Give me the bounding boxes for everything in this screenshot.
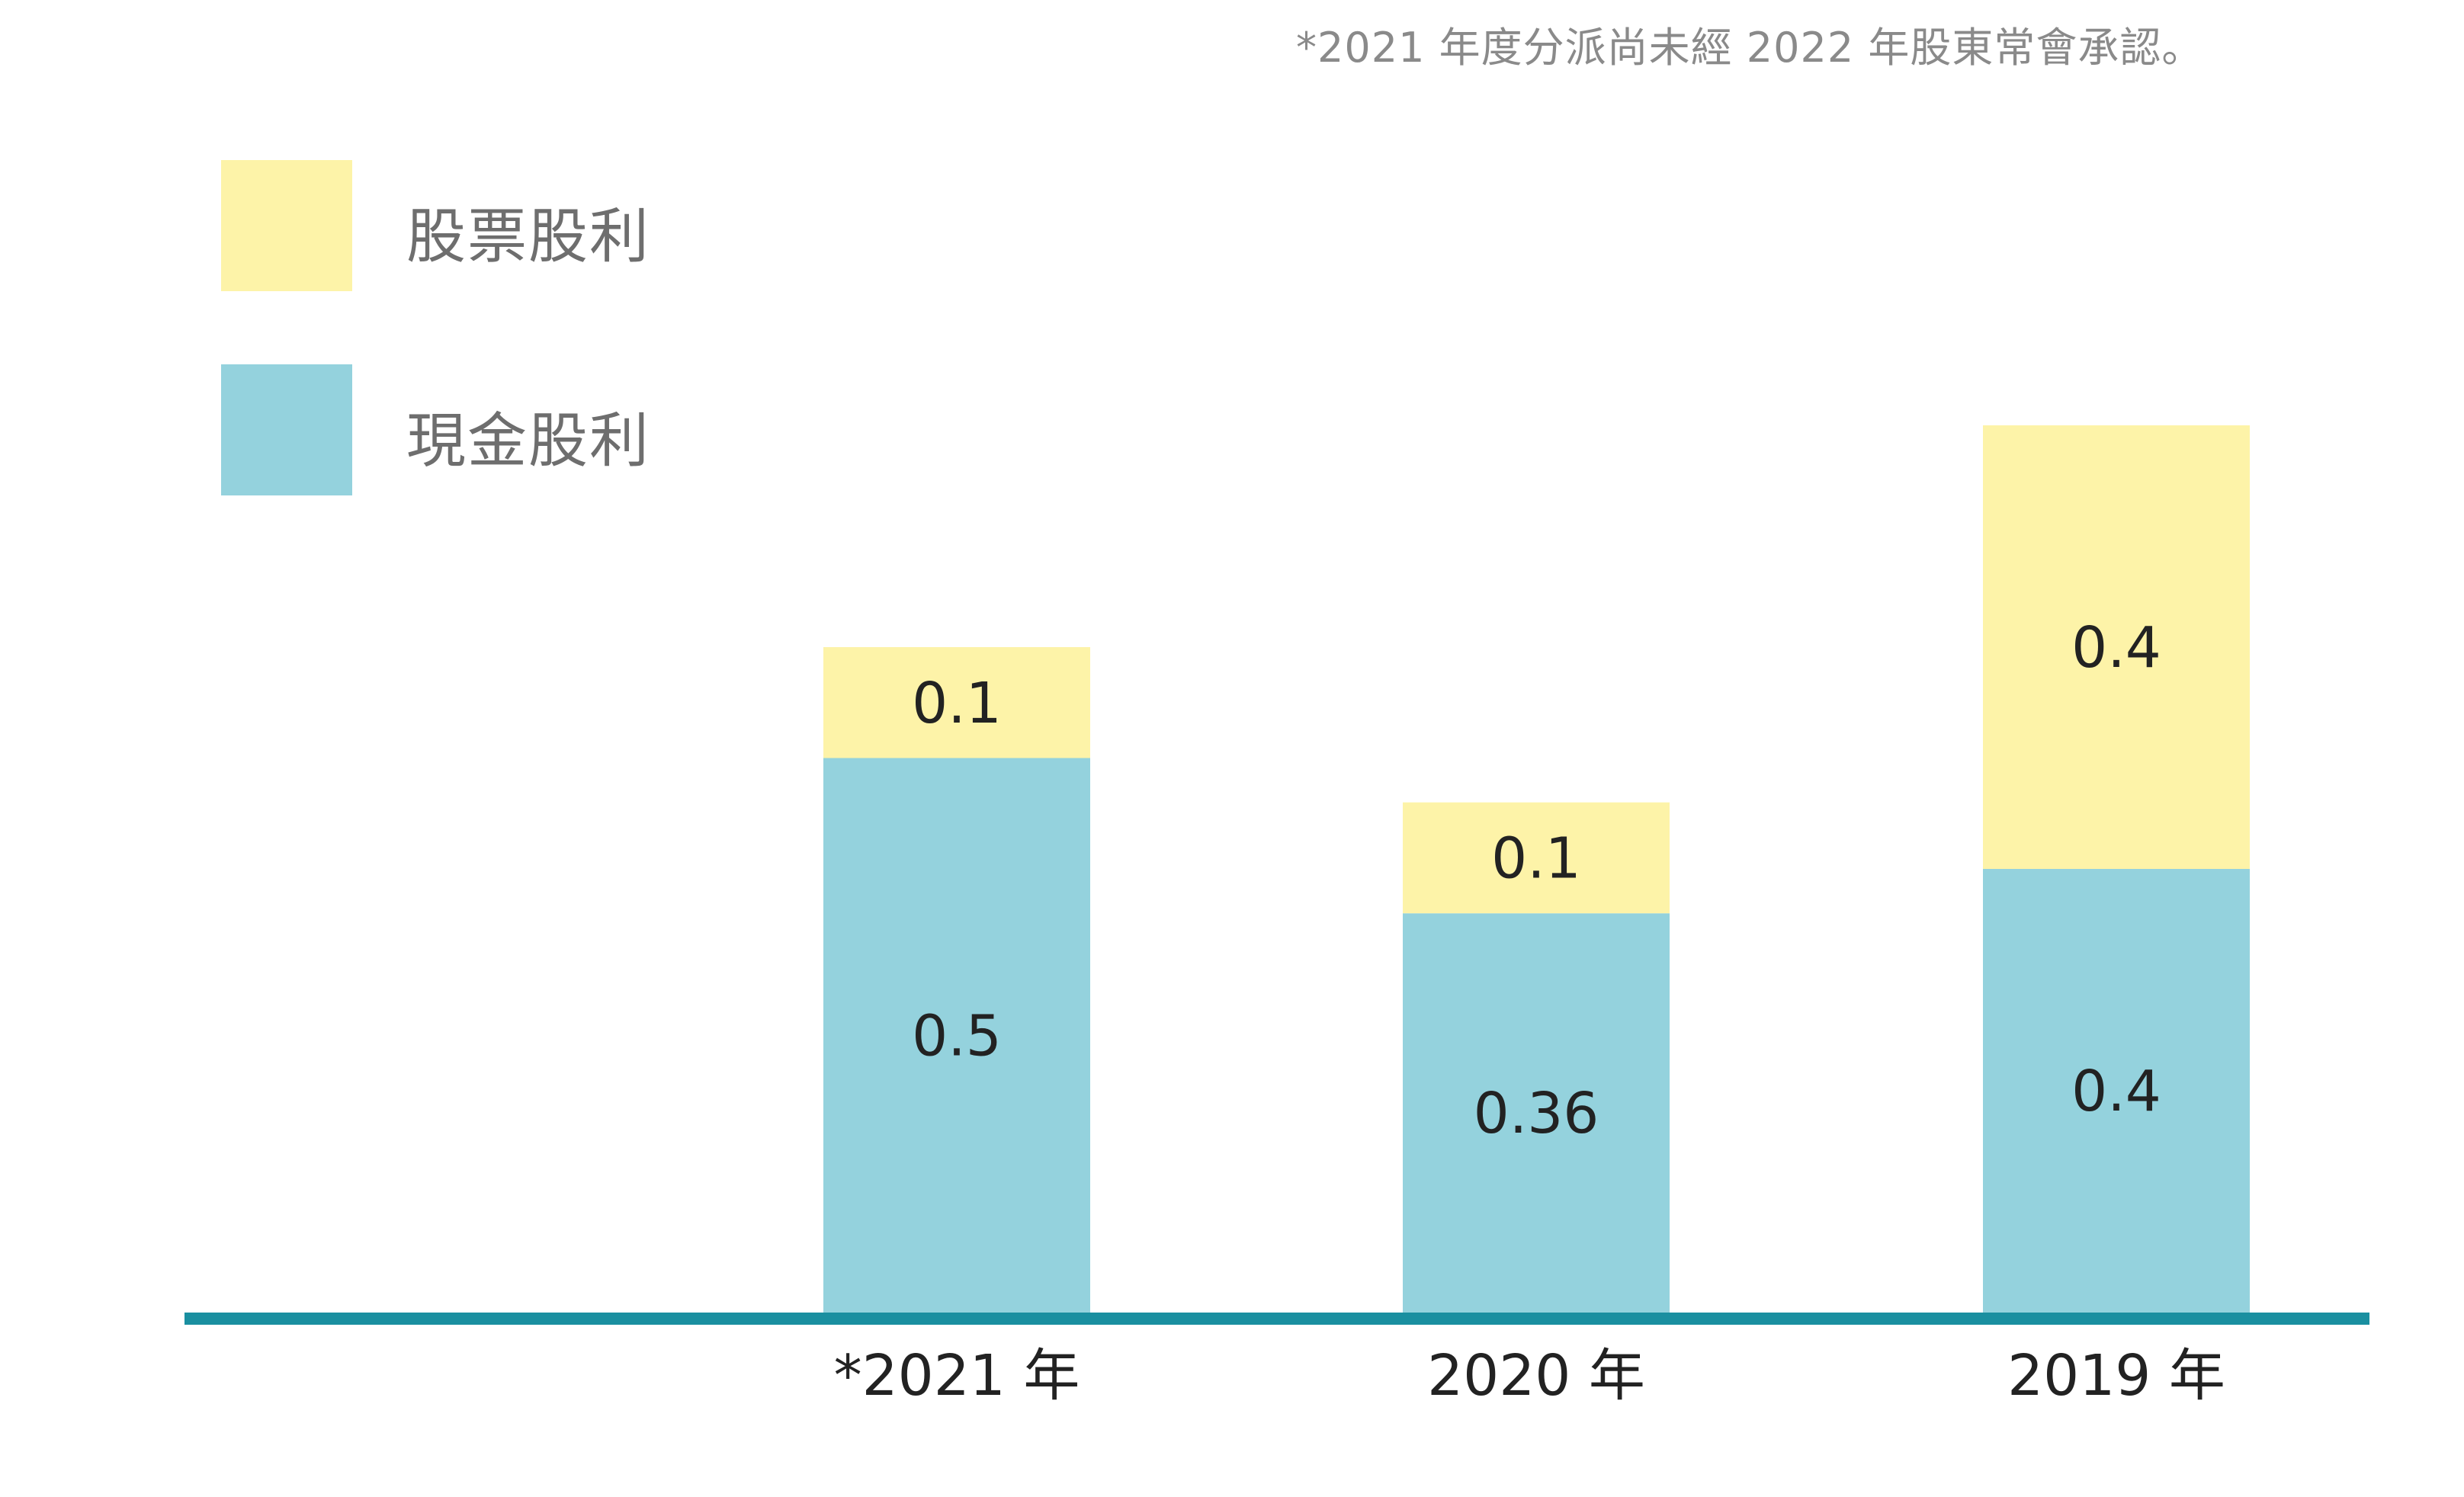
data-label-stock-1: 0.1	[1491, 825, 1581, 891]
data-label-cash-0: 0.5	[912, 1003, 1002, 1069]
chart-footnote: *2021 年度分派尚未經 2022 年股東常會承認。	[1296, 24, 2204, 72]
legend-label-cash: 現金股利	[406, 407, 651, 476]
bar-stock-1	[1403, 802, 1670, 914]
bar-stock-0	[823, 647, 1090, 758]
bar-cash-1	[1403, 913, 1670, 1313]
x-tick-label-2: 2019 年	[2007, 1343, 2225, 1409]
data-label-cash-2: 0.4	[2071, 1059, 2161, 1124]
legend-label-stock: 股票股利	[406, 203, 651, 271]
data-label-cash-1: 0.36	[1474, 1081, 1599, 1146]
bar-cash-0	[823, 758, 1090, 1313]
bar-stock-2	[1983, 425, 2250, 869]
data-label-stock-0: 0.1	[912, 671, 1002, 736]
legend-swatch-cash	[221, 364, 352, 495]
x-axis-line	[184, 1313, 2369, 1325]
x-tick-label-0: *2021 年	[834, 1343, 1080, 1409]
bar-cash-2	[1983, 869, 2250, 1313]
x-tick-label-1: 2020 年	[1427, 1343, 1645, 1409]
legend-swatch-stock	[221, 160, 352, 291]
data-label-stock-2: 0.4	[2071, 615, 2161, 681]
